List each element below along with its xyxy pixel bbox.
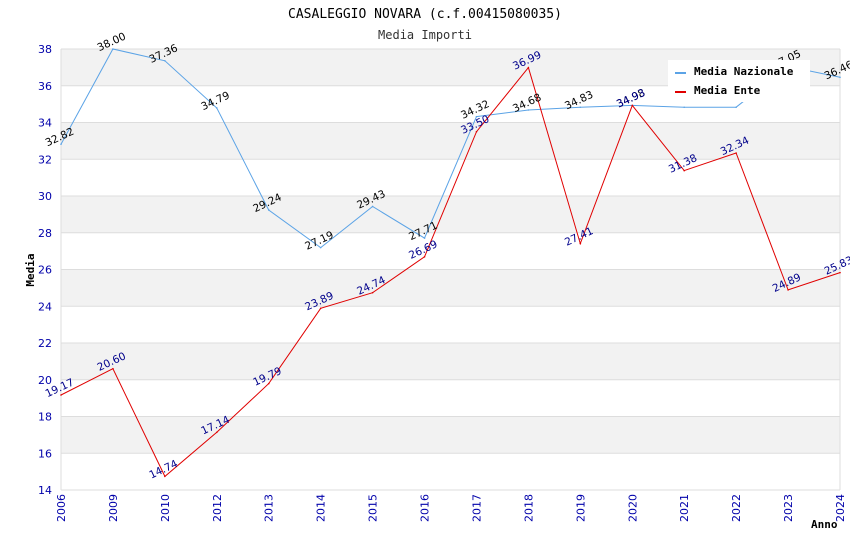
y-tick-label: 38 (38, 43, 52, 56)
chart-title: CASALEGGIO NOVARA (c.f.00415080035) (288, 7, 562, 22)
y-tick-label: 20 (38, 374, 52, 387)
data-point (216, 107, 218, 109)
x-axis-ticks: 2006 2009 2010 2012 2013 2014 2015 2016 2017 2018… (55, 494, 847, 522)
legend-label-media-nazionale: Media Nazionale (694, 65, 794, 78)
data-point (60, 143, 62, 145)
y-tick-label: 32 (38, 153, 52, 166)
data-point (371, 291, 374, 294)
legend-label-media-ente: Media Ente (694, 84, 761, 97)
grid-band (61, 269, 840, 307)
y-tick-label: 36 (38, 80, 52, 93)
grid-band (61, 306, 840, 343)
y-axis-label: Media (24, 253, 37, 286)
data-point (60, 394, 62, 396)
x-axis-label: Anno (811, 518, 838, 531)
x-tick-label: 2019 (574, 494, 587, 522)
series-lines (60, 48, 841, 478)
x-tick-label: 2021 (678, 494, 691, 522)
grid-band (61, 196, 840, 233)
y-tick-label: 18 (38, 411, 52, 424)
data-point (319, 246, 322, 249)
data-point (423, 256, 426, 258)
x-tick-label: 2010 (159, 494, 172, 522)
grid-bands (61, 49, 840, 490)
data-point (267, 382, 270, 385)
data-point (839, 271, 841, 274)
x-tick-label: 2006 (55, 494, 68, 522)
data-point (475, 130, 478, 133)
y-tick-label: 14 (38, 484, 52, 497)
y-tick-label: 26 (38, 264, 52, 277)
legend-box (668, 60, 810, 102)
data-point (579, 106, 582, 109)
data-point (475, 115, 478, 118)
x-tick-label: 2016 (419, 494, 432, 522)
data-point (267, 209, 270, 211)
x-tick-label: 2018 (522, 494, 535, 522)
y-tick-label: 30 (38, 190, 52, 203)
y-axis-ticks: 14 16 18 20 22 24 26 28 30 32 34 36 38 (38, 43, 52, 497)
x-tick-label: 2023 (782, 494, 795, 522)
data-point (423, 237, 426, 239)
x-tick-label: 2009 (107, 494, 120, 522)
x-tick-label: 2015 (367, 494, 380, 522)
data-point (683, 106, 685, 109)
grid-band (61, 343, 840, 380)
data-point (787, 289, 789, 291)
grid-band (61, 453, 840, 490)
data-point (579, 242, 582, 245)
x-tick-label: 2012 (211, 494, 224, 522)
series-line-media-ente (60, 66, 841, 478)
y-tick-label: 34 (38, 117, 52, 130)
data-point (371, 205, 374, 208)
data-point (164, 59, 166, 62)
y-tick-label: 28 (38, 227, 52, 240)
data-point (631, 104, 634, 107)
legend: Media Nazionale Media Ente (668, 60, 810, 102)
data-point (839, 76, 841, 79)
data-point (735, 152, 737, 154)
series-line-media-nazionale (60, 48, 841, 249)
x-tick-label: 2017 (470, 494, 483, 522)
data-point (735, 106, 737, 109)
data-point (683, 169, 685, 172)
grid-lines (60, 48, 841, 491)
y-tick-label: 22 (38, 337, 52, 350)
grid-band (61, 416, 840, 454)
x-tick-label: 2024 (834, 494, 847, 522)
x-tick-label: 2020 (626, 494, 639, 522)
data-point (527, 109, 530, 111)
data-point (112, 48, 114, 50)
data-point (112, 367, 114, 370)
x-tick-label: 2014 (315, 494, 328, 522)
grid-band (61, 379, 840, 417)
data-point (527, 66, 530, 69)
x-tick-label: 2013 (263, 494, 276, 522)
data-point (319, 307, 322, 310)
chart-subtitle: Media Importi (378, 28, 472, 42)
data-point (164, 475, 166, 478)
data-point (216, 431, 218, 434)
y-tick-label: 16 (38, 447, 52, 460)
grid-band (61, 232, 840, 270)
x-tick-label: 2022 (730, 494, 743, 522)
grid-band (61, 122, 840, 160)
y-tick-label: 24 (38, 300, 52, 313)
